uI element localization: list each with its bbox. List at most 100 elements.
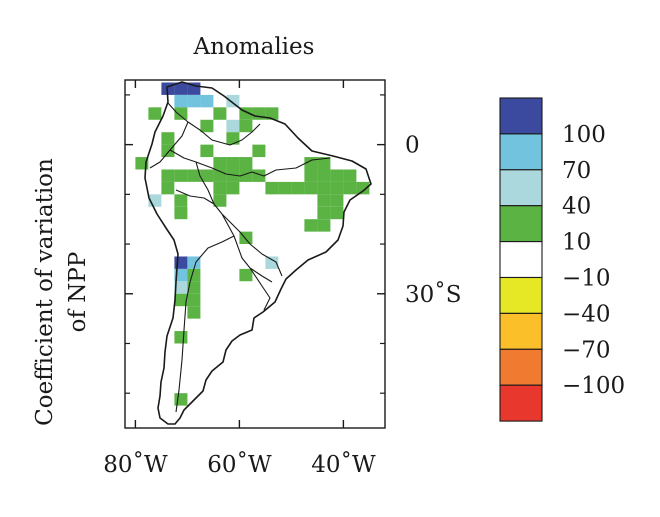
anomaly-cell xyxy=(226,157,240,170)
anomaly-cell xyxy=(278,256,292,269)
anomaly-cell xyxy=(161,132,175,145)
anomaly-cell xyxy=(239,119,253,133)
anomaly-cell xyxy=(265,107,279,120)
anomaly-cell xyxy=(343,169,357,182)
lon-tick-label: 80˚W xyxy=(103,451,168,478)
legend-swatch xyxy=(499,169,543,207)
anomaly-cell xyxy=(161,181,175,195)
anomaly-cell xyxy=(213,268,227,282)
y-axis-label-line2: of NPP xyxy=(65,252,91,333)
anomaly-cell xyxy=(239,281,253,294)
lat-tick-label: 0 xyxy=(405,133,420,159)
anomaly-cell xyxy=(213,194,227,207)
legend-swatch xyxy=(499,348,543,386)
anomaly-cell xyxy=(213,293,227,307)
anomaly-cell xyxy=(213,107,227,120)
anomaly-cell xyxy=(187,281,201,294)
anomaly-cell xyxy=(161,144,175,158)
anomaly-cell xyxy=(187,94,201,108)
anomaly-cell xyxy=(213,281,227,294)
anomaly-cell xyxy=(252,169,266,182)
anomaly-cell xyxy=(343,181,357,195)
legend-label: 10 xyxy=(562,230,591,256)
anomaly-cell xyxy=(187,293,201,307)
anomaly-cell xyxy=(187,306,201,319)
anomaly-cell xyxy=(317,219,331,232)
anomaly-cell xyxy=(200,94,214,108)
anomaly-cell xyxy=(252,144,266,158)
anomaly-cell xyxy=(174,331,188,344)
anomaly-cell xyxy=(304,181,318,195)
anomaly-cell xyxy=(226,132,240,145)
anomaly-cell xyxy=(174,82,188,95)
lon-tick-label: 60˚W xyxy=(207,451,272,478)
lon-tick-label: 40˚W xyxy=(311,451,376,478)
map-panel: 80˚W 60˚W 40˚W 0 30˚S xyxy=(103,79,462,478)
legend-label: 40 xyxy=(562,194,591,220)
anomaly-cell xyxy=(135,169,149,182)
legend-swatch xyxy=(499,97,543,135)
map-title: Anomalies xyxy=(193,34,315,60)
legend-swatch xyxy=(499,312,543,350)
anomaly-cell xyxy=(330,194,344,207)
anomaly-cell xyxy=(161,169,175,182)
anomaly-cell xyxy=(291,181,305,195)
anomaly-cell xyxy=(174,194,188,207)
anomaly-cell xyxy=(239,268,253,282)
map-frame xyxy=(124,79,386,429)
legend-swatch xyxy=(499,384,543,422)
anomaly-cell xyxy=(330,181,344,195)
legend-swatch xyxy=(499,241,543,279)
y-axis-label: Coefficient of variation of NPP xyxy=(32,158,91,426)
anomaly-cell xyxy=(213,157,227,170)
anomaly-cell xyxy=(252,293,266,307)
map-ticks: 80˚W 60˚W 40˚W 0 30˚S xyxy=(103,80,462,478)
anomaly-cell xyxy=(265,181,279,195)
anomaly-cell xyxy=(148,107,162,120)
anomaly-cell xyxy=(148,144,162,158)
anomaly-cell xyxy=(226,119,240,133)
anomaly-cell xyxy=(213,181,227,195)
anomaly-cell xyxy=(317,169,331,182)
south-america-coastline xyxy=(144,81,372,425)
anomaly-cell xyxy=(174,169,188,182)
legend-swatch xyxy=(499,205,543,243)
anomaly-cell xyxy=(187,256,201,269)
anomaly-cell xyxy=(174,206,188,220)
anomaly-cell xyxy=(252,306,266,319)
anomaly-cell xyxy=(174,107,188,120)
anomaly-cell xyxy=(226,256,240,269)
legend-label: 70 xyxy=(562,158,591,184)
anomaly-cell xyxy=(226,181,240,195)
legend-label: 100 xyxy=(562,122,606,148)
anomaly-cell xyxy=(200,169,214,182)
country-borders xyxy=(149,102,331,413)
anomaly-cell xyxy=(317,181,331,195)
anomaly-cell xyxy=(278,181,292,195)
anomaly-cell xyxy=(330,206,344,220)
anomaly-cell xyxy=(174,393,188,406)
legend-label: −100 xyxy=(562,373,625,399)
legend-label: −70 xyxy=(562,337,611,363)
anomaly-cell xyxy=(187,169,201,182)
anomaly-cell xyxy=(317,157,331,170)
anomaly-cell xyxy=(187,181,201,195)
anomaly-cell xyxy=(356,181,370,195)
anomaly-cell xyxy=(265,256,279,269)
anomaly-cell xyxy=(317,194,331,207)
color-legend: 100 70 40 10 −10 −40 −70 −100 xyxy=(499,97,625,422)
anomaly-cell xyxy=(317,206,331,220)
anomaly-cell xyxy=(174,281,188,294)
legend-label: −40 xyxy=(562,301,611,327)
anomaly-cell xyxy=(239,306,253,319)
anomaly-cell xyxy=(213,244,227,257)
anomaly-cell xyxy=(330,169,344,182)
anomaly-cell xyxy=(239,157,253,170)
anomaly-cell xyxy=(135,144,149,158)
anomaly-cell xyxy=(304,169,318,182)
anomaly-cell xyxy=(200,119,214,133)
anomaly-cell xyxy=(174,293,188,307)
anomaly-cell xyxy=(200,144,214,158)
